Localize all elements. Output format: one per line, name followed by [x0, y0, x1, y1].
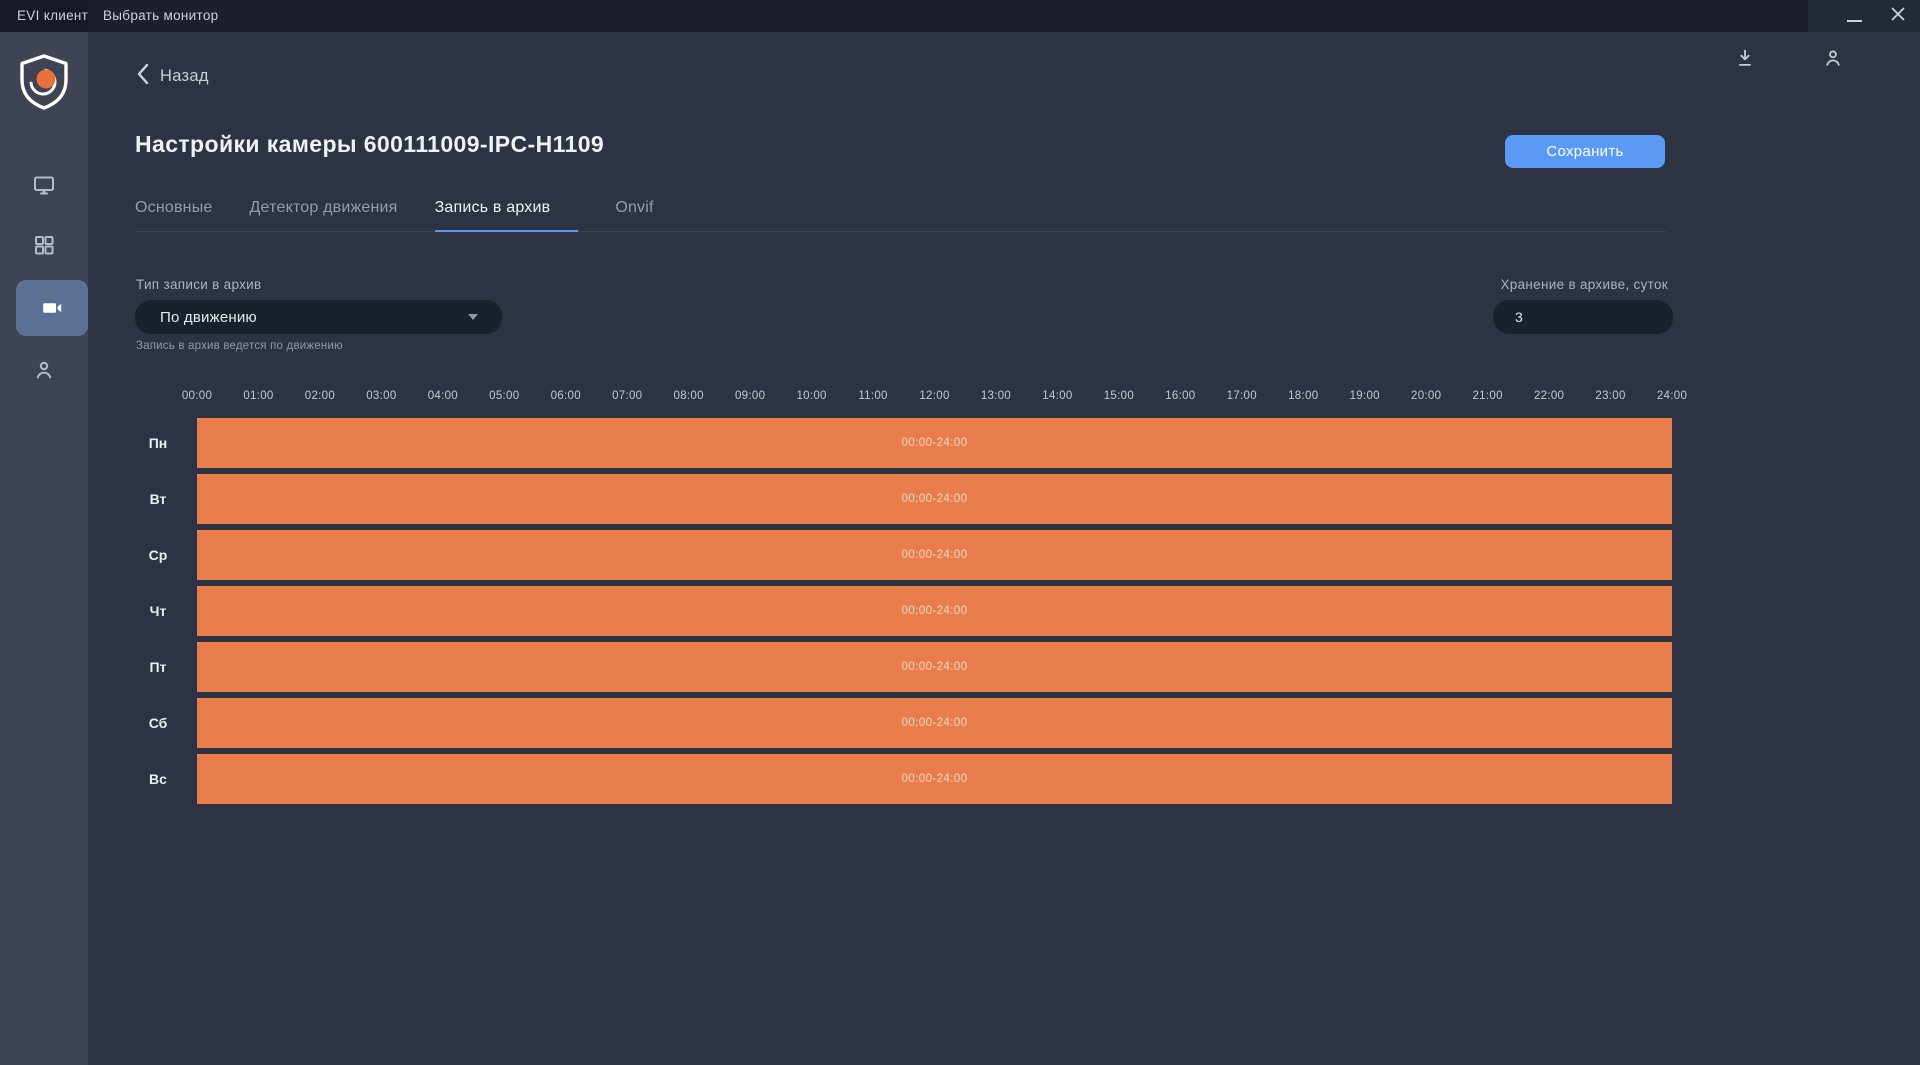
schedule-bar[interactable]: 00:00-24:00	[197, 418, 1672, 468]
chevron-left-icon	[136, 63, 149, 90]
hour-label: 15:00	[1103, 390, 1135, 402]
schedule-bar[interactable]: 00:00-24:00	[197, 754, 1672, 804]
download-button[interactable]	[1730, 45, 1760, 75]
schedule-row: Чт 00:00-24:00	[135, 586, 1672, 636]
tab-2[interactable]: Запись в архив	[434, 199, 579, 232]
schedule-bar[interactable]: 00:00-24:00	[197, 642, 1672, 692]
titlebar: EVI клиент Выбрать монитор	[0, 0, 1920, 32]
hour-label: 03:00	[366, 390, 397, 402]
schedule-time-axis: 00:00 01:00 02:00 03:00 04:00 05:00 06:00 07:00…	[182, 390, 1687, 404]
tab-3[interactable]: Onvif	[615, 199, 654, 216]
user-icon	[1822, 47, 1844, 74]
back-label: Назад	[160, 67, 209, 85]
hour-label: 17:00	[1226, 390, 1257, 402]
record-type-label: Тип записи в архив	[136, 277, 262, 292]
hour-label: 24:00	[1656, 390, 1688, 402]
schedule-row: Пн 00:00-24:00	[135, 418, 1672, 468]
tab-0[interactable]: Основные	[135, 199, 213, 216]
menu-select-monitor[interactable]: Выбрать монитор	[103, 8, 219, 23]
hour-label: 21:00	[1472, 390, 1503, 402]
day-label: Вт	[149, 491, 167, 507]
hour-label: 00:00	[181, 390, 213, 402]
hour-label: 13:00	[980, 390, 1012, 402]
day-label: Вс	[149, 771, 167, 787]
hour-label: 12:00	[919, 390, 950, 402]
day-label: Пн	[148, 435, 168, 451]
sidebar	[0, 32, 88, 1065]
hour-label: 18:00	[1288, 390, 1319, 402]
tab-1[interactable]: Детектор движения	[249, 199, 398, 216]
record-type-select[interactable]: По движению	[135, 300, 502, 334]
record-type-value: По движению	[160, 308, 257, 326]
day-label: Сб	[148, 715, 168, 731]
storage-days-label: Хранение в архиве, суток	[1500, 277, 1668, 292]
schedule-row: Вт 00:00-24:00	[135, 474, 1672, 524]
sidebar-item-layouts[interactable]	[0, 217, 88, 273]
hour-label: 20:00	[1411, 390, 1442, 402]
hour-label: 08:00	[673, 390, 704, 402]
schedule-bar[interactable]: 00:00-24:00	[197, 698, 1672, 748]
schedule-row: Сб 00:00-24:00	[135, 698, 1672, 748]
window-controls	[1808, 0, 1920, 32]
sidebar-item-users[interactable]	[0, 342, 88, 398]
hour-label: 05:00	[489, 390, 520, 402]
schedule-row: Ср 00:00-24:00	[135, 530, 1672, 580]
schedule-rows: Пн 00:00-24:00 Вт 00:00-24:00 Ср 00:00-24:00 Ч…	[135, 418, 1672, 810]
hour-label: 10:00	[796, 390, 827, 402]
hour-label: 19:00	[1349, 390, 1380, 402]
schedule-bar[interactable]: 00:00-24:00	[197, 586, 1672, 636]
save-button[interactable]: Сохранить	[1505, 135, 1665, 168]
day-label: Пт	[149, 659, 167, 675]
hour-label: 04:00	[427, 390, 458, 402]
download-icon	[1734, 47, 1756, 74]
hour-label: 01:00	[243, 390, 274, 402]
hour-label: 06:00	[550, 390, 581, 402]
chevron-down-icon	[468, 314, 478, 320]
menu-app[interactable]: EVI клиент	[17, 8, 89, 23]
hour-label: 09:00	[734, 390, 766, 402]
sidebar-item-cameras[interactable]	[16, 280, 88, 336]
hour-label: 02:00	[304, 390, 336, 402]
schedule-bar[interactable]: 00:00-24:00	[197, 530, 1672, 580]
day-label: Ср	[148, 547, 168, 563]
schedule-bar[interactable]: 00:00-24:00	[197, 474, 1672, 524]
hour-label: 22:00	[1533, 390, 1565, 402]
hour-label: 11:00	[858, 390, 888, 402]
schedule-row: Вс 00:00-24:00	[135, 754, 1672, 804]
hour-label: 16:00	[1165, 390, 1196, 402]
videocam-icon	[40, 296, 64, 320]
minimize-button[interactable]	[1832, 0, 1876, 32]
storage-days-input[interactable]	[1493, 300, 1673, 334]
close-button[interactable]	[1876, 0, 1920, 32]
evi-shield-logo	[16, 52, 72, 110]
hour-label: 14:00	[1042, 390, 1073, 402]
grid-icon	[32, 233, 56, 257]
back-button[interactable]: Назад	[136, 63, 209, 90]
record-type-hint: Запись в архив ведется по движению	[136, 340, 343, 352]
tab-bar: Основные Детектор движения Запись в архив O…	[135, 199, 1666, 232]
hour-label: 23:00	[1595, 390, 1626, 402]
day-label: Чт	[149, 603, 167, 619]
person-icon	[32, 358, 56, 382]
titlebar-left-block	[0, 0, 88, 32]
page-title: Настройки камеры 600111009-IPC-H1109	[135, 131, 605, 157]
schedule-row: Пт 00:00-24:00	[135, 642, 1672, 692]
sidebar-item-monitors[interactable]	[0, 157, 88, 213]
close-icon	[1890, 6, 1906, 27]
minimize-icon	[1846, 19, 1862, 22]
hour-label: 07:00	[612, 390, 643, 402]
monitor-icon	[32, 173, 56, 197]
user-account-button[interactable]	[1818, 45, 1848, 75]
